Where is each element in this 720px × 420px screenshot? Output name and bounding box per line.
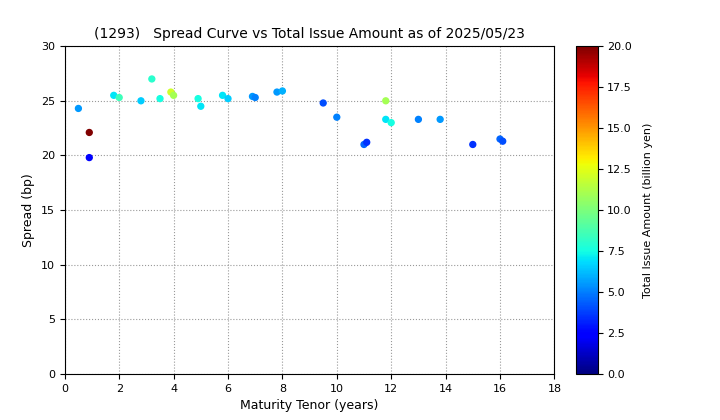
Point	[108, 92, 120, 99]
Y-axis label: Total Issue Amount (billion yen): Total Issue Amount (billion yen)	[643, 122, 653, 298]
Point	[168, 92, 179, 99]
Point	[318, 100, 329, 106]
Point	[222, 95, 234, 102]
Point	[249, 94, 261, 101]
Point	[380, 97, 392, 104]
Point	[84, 129, 95, 136]
Point	[195, 103, 207, 110]
Point	[413, 116, 424, 123]
Point	[217, 92, 228, 99]
Title: (1293)   Spread Curve vs Total Issue Amount as of 2025/05/23: (1293) Spread Curve vs Total Issue Amoun…	[94, 27, 525, 41]
Point	[154, 95, 166, 102]
Point	[380, 116, 392, 123]
Point	[276, 88, 288, 94]
Point	[192, 95, 204, 102]
Point	[84, 154, 95, 161]
Point	[165, 89, 176, 95]
Point	[361, 139, 372, 146]
Point	[271, 89, 283, 95]
Point	[385, 119, 397, 126]
Point	[146, 76, 158, 82]
Point	[73, 105, 84, 112]
X-axis label: Maturity Tenor (years): Maturity Tenor (years)	[240, 399, 379, 412]
Point	[434, 116, 446, 123]
Point	[494, 136, 505, 142]
Point	[467, 141, 479, 148]
Y-axis label: Spread (bp): Spread (bp)	[22, 173, 35, 247]
Point	[331, 114, 343, 121]
Point	[114, 94, 125, 101]
Point	[497, 138, 508, 144]
Point	[247, 93, 258, 100]
Point	[135, 97, 147, 104]
Point	[359, 141, 370, 148]
